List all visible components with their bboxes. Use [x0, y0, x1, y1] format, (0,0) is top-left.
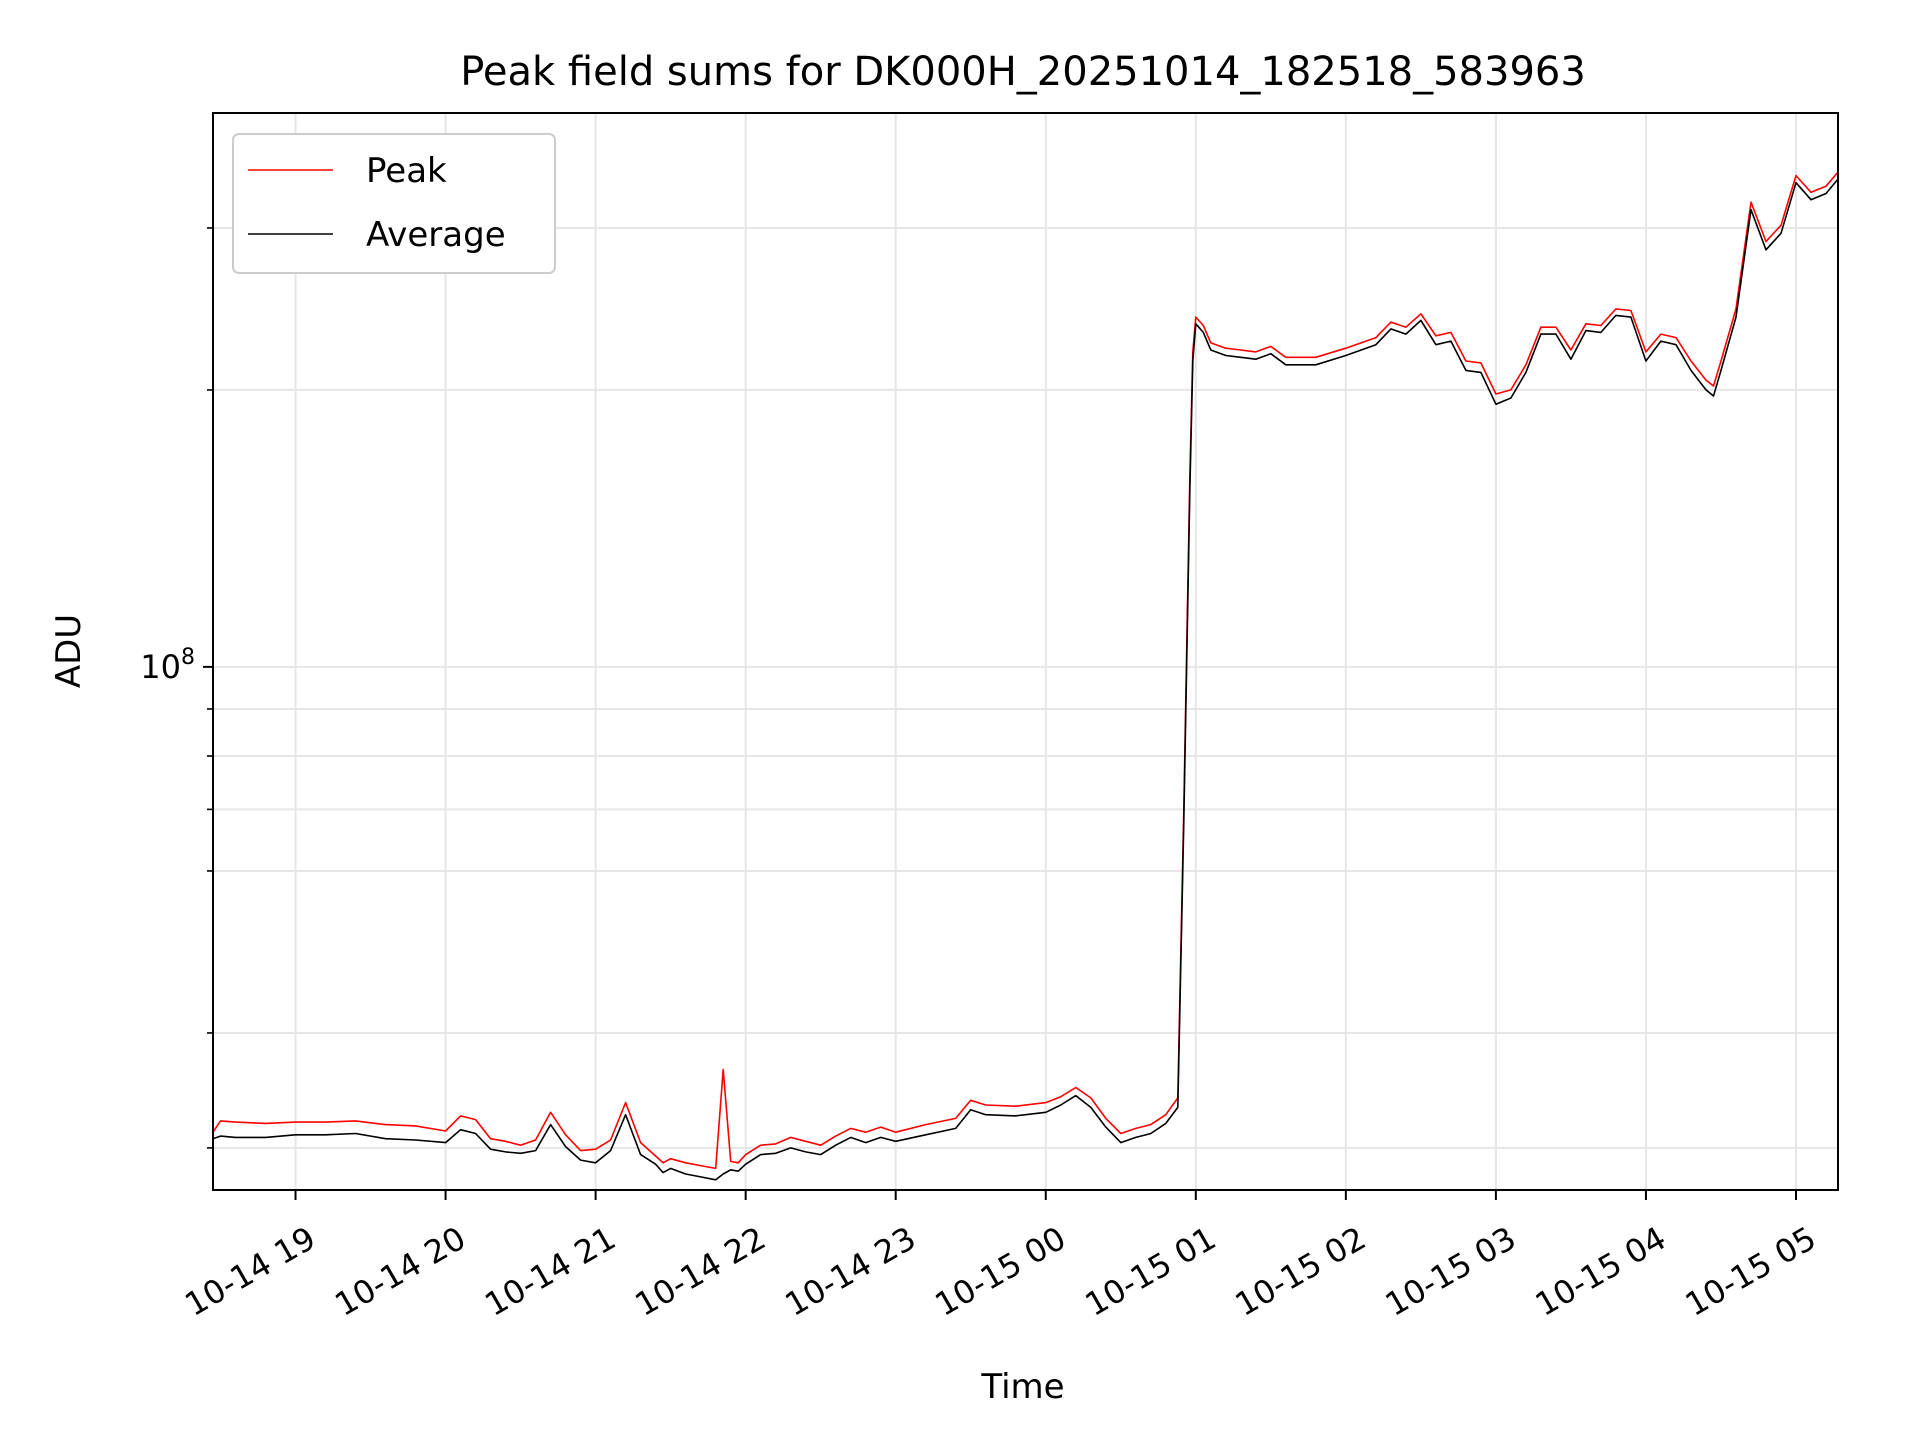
- y-tick-label-exponent: 8: [181, 645, 195, 670]
- series-line-average: [212, 178, 1839, 1181]
- legend-label-peak: Peak: [366, 151, 447, 191]
- legend: Peak Average: [232, 133, 556, 274]
- plot-frame: [212, 112, 1839, 1191]
- series-line-peak: [212, 171, 1839, 1170]
- legend-box: [232, 133, 556, 274]
- y-tick-label: 108: [140, 645, 195, 686]
- y-tick-label-base: 10: [140, 648, 181, 686]
- grid-lines: [213, 113, 1838, 1190]
- legend-label-average: Average: [366, 215, 506, 255]
- x-axis-label: Time: [980, 1367, 1064, 1407]
- series-lines: [212, 171, 1839, 1181]
- y-axis-label: ADU: [49, 614, 89, 688]
- y-axis-ticks: 108: [140, 227, 213, 1149]
- chart-title: Peak field sums for DK000H_20251014_1825…: [460, 49, 1586, 95]
